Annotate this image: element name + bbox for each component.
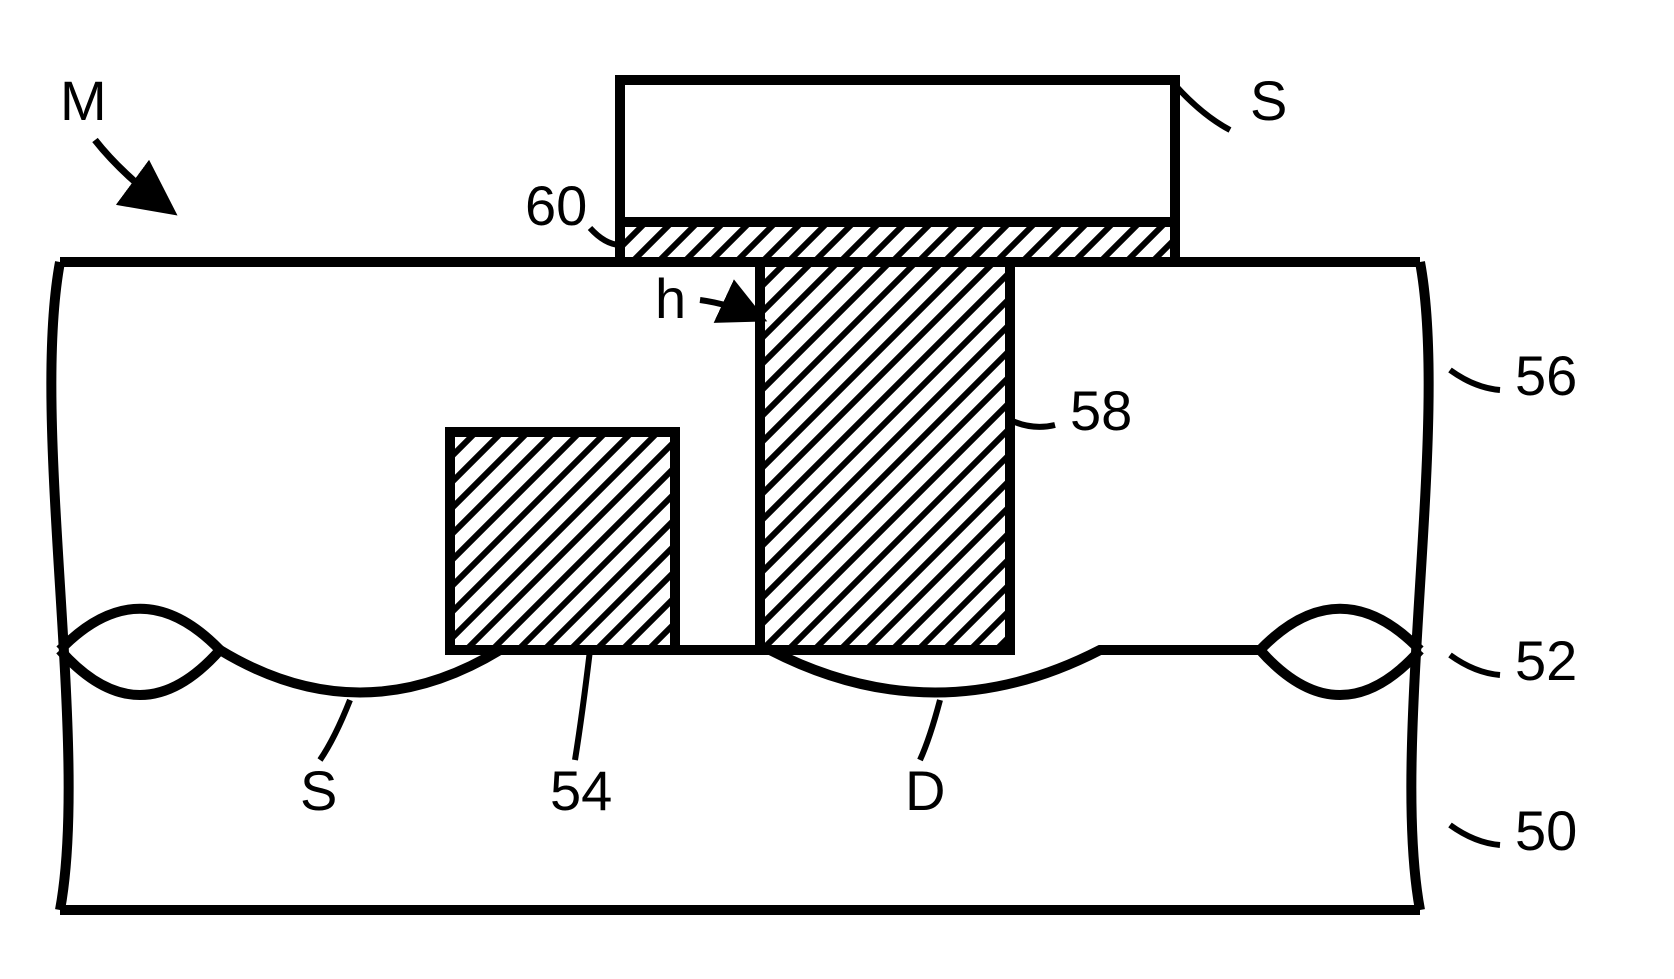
leader-54 <box>575 650 590 760</box>
label-52: 52 <box>1515 629 1577 692</box>
slab-left-break <box>51 262 68 910</box>
leader-S_bottom <box>320 700 350 760</box>
iso-right-top <box>1260 609 1420 650</box>
label-58: 58 <box>1070 379 1132 442</box>
leader-52 <box>1450 655 1500 675</box>
label-54: 54 <box>550 759 612 822</box>
diagram-stage: 50 52 54 56 58 60 M Sh S D <box>0 0 1674 979</box>
interface-line <box>60 650 1420 695</box>
region-60 <box>580 222 1218 262</box>
label-D: D <box>905 759 945 822</box>
label-S_top: S <box>1250 69 1287 132</box>
region-cap-S <box>620 80 1175 222</box>
leader-56 <box>1450 370 1500 390</box>
leader-S_top <box>1175 85 1230 130</box>
diagram-svg: 50 52 54 56 58 60 M Sh S D <box>0 0 1674 979</box>
M-arrow <box>95 140 170 210</box>
label-50: 50 <box>1515 799 1577 862</box>
label-M: M <box>60 69 107 132</box>
leader-D <box>920 700 940 760</box>
label-h: h <box>655 267 686 330</box>
label-56: 56 <box>1515 344 1577 407</box>
label-S_bottom: S <box>300 759 337 822</box>
h-arrow <box>700 300 760 318</box>
iso-left-top <box>60 609 220 650</box>
leader-58 <box>1010 420 1055 427</box>
label-60: 60 <box>525 174 587 237</box>
leader-50 <box>1450 825 1500 845</box>
slab-right-break <box>1411 262 1428 910</box>
